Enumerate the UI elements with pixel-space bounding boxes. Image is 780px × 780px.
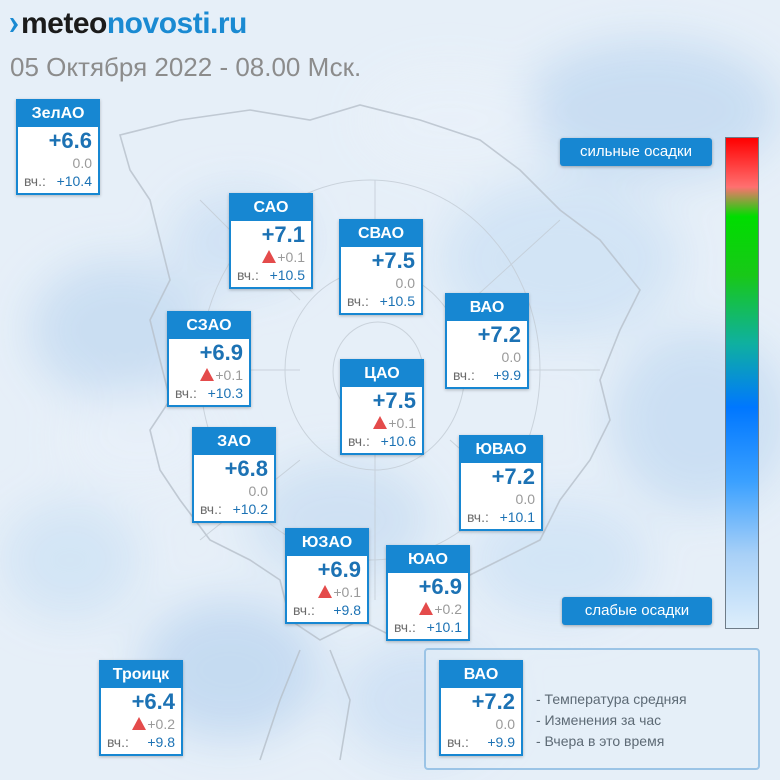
district-name: ЦАО bbox=[342, 361, 422, 387]
district-temperature: +6.4 bbox=[131, 689, 175, 714]
district-hourly-change: 0.0 bbox=[72, 155, 92, 171]
precipitation-color-scale bbox=[725, 137, 759, 629]
district-name: ВАО bbox=[447, 295, 527, 321]
district-hourly-change: +0.1 bbox=[318, 584, 361, 600]
legend-line-hourly-change: - Изменения за час bbox=[536, 712, 662, 728]
district-card-troitsk: Троицк +6.4 +0.2 вч.: +9.8 bbox=[99, 660, 183, 756]
district-name: СВАО bbox=[341, 221, 421, 247]
up-arrow-icon bbox=[132, 717, 147, 730]
district-card-yuzao: ЮЗАО +6.9 +0.1 вч.: +9.8 bbox=[285, 528, 369, 624]
up-arrow-icon bbox=[373, 416, 388, 429]
district-name: ВАО bbox=[441, 662, 521, 688]
district-hourly-change: +0.1 bbox=[373, 415, 416, 431]
district-name: ЗАО bbox=[194, 429, 274, 455]
district-temperature: +7.1 bbox=[261, 222, 305, 247]
district-hourly-change: 0.0 bbox=[248, 483, 268, 499]
district-yesterday: вч.: +10.5 bbox=[237, 267, 305, 283]
district-yesterday: вч.: +10.5 bbox=[347, 293, 415, 309]
district-yesterday: вч.: +9.9 bbox=[453, 367, 521, 383]
district-card-vao: ВАО +7.2 0.0 вч.: +9.9 bbox=[445, 293, 529, 389]
district-temperature: +7.2 bbox=[477, 322, 521, 347]
district-temperature: +6.9 bbox=[317, 557, 361, 582]
district-temperature: +6.9 bbox=[199, 340, 243, 365]
logo-text-meteo: meteo bbox=[21, 7, 107, 40]
district-temperature: +7.2 bbox=[491, 464, 535, 489]
district-yesterday: вч.: +9.8 bbox=[107, 734, 175, 750]
up-arrow-icon bbox=[318, 585, 333, 598]
district-name: ЮВАО bbox=[461, 437, 541, 463]
district-hourly-change: +0.2 bbox=[419, 601, 462, 617]
district-temperature: +7.5 bbox=[372, 388, 416, 413]
district-card-yuao: ЮАО +6.9 +0.2 вч.: +10.1 bbox=[386, 545, 470, 641]
district-temperature: +7.5 bbox=[371, 248, 415, 273]
district-yesterday: вч.: +10.2 bbox=[200, 501, 268, 517]
district-name: СЗАО bbox=[169, 313, 249, 339]
district-hourly-change: 0.0 bbox=[501, 349, 521, 365]
district-card-zelao: ЗелАО +6.6 0.0 вч.: +10.4 bbox=[16, 99, 100, 195]
district-hourly-change: +0.1 bbox=[200, 367, 243, 383]
district-name: Троицк bbox=[101, 662, 181, 688]
up-arrow-icon bbox=[262, 250, 277, 263]
site-logo[interactable]: meteonovosti.ru bbox=[10, 6, 247, 42]
district-name: ЮЗАО bbox=[287, 530, 367, 556]
logo-mark-icon bbox=[10, 18, 18, 32]
district-name: САО bbox=[231, 195, 311, 221]
district-yesterday: вч.: +10.6 bbox=[348, 433, 416, 449]
district-hourly-change: 0.0 bbox=[395, 275, 415, 291]
district-yesterday: вч.: +10.1 bbox=[467, 509, 535, 525]
light-precip-label: слабые осадки bbox=[562, 597, 712, 625]
district-temperature: +6.8 bbox=[224, 456, 268, 481]
district-temperature: +6.6 bbox=[48, 128, 92, 153]
district-hourly-change: +0.1 bbox=[262, 249, 305, 265]
district-card-szao: СЗАО +6.9 +0.1 вч.: +10.3 bbox=[167, 311, 251, 407]
district-yesterday: вч.: +9.9 bbox=[447, 734, 515, 750]
district-yesterday: вч.: +10.1 bbox=[394, 619, 462, 635]
up-arrow-icon bbox=[200, 368, 215, 381]
district-yesterday: вч.: +9.8 bbox=[293, 602, 361, 618]
district-hourly-change: 0.0 bbox=[495, 716, 515, 732]
district-yesterday: вч.: +10.3 bbox=[175, 385, 243, 401]
legend-sample-card: ВАО +7.2 0.0 вч.: +9.9 bbox=[439, 660, 523, 756]
district-card-cao: ЦАО +7.5 +0.1 вч.: +10.6 bbox=[340, 359, 424, 455]
district-hourly-change: 0.0 bbox=[515, 491, 535, 507]
legend-line-avg-temp: - Температура средняя bbox=[536, 691, 687, 707]
legend-line-yesterday: - Вчера в это время bbox=[536, 733, 665, 749]
heavy-precip-label: сильные осадки bbox=[560, 138, 712, 166]
district-card-zao: ЗАО +6.8 0.0 вч.: +10.2 bbox=[192, 427, 276, 523]
district-card-sao: САО +7.1 +0.1 вч.: +10.5 bbox=[229, 193, 313, 289]
district-hourly-change: +0.2 bbox=[132, 716, 175, 732]
district-temperature: +6.9 bbox=[418, 574, 462, 599]
district-name: ЮАО bbox=[388, 547, 468, 573]
district-card-svao: СВАО +7.5 0.0 вч.: +10.5 bbox=[339, 219, 423, 315]
forecast-datetime: 05 Октября 2022 - 08.00 Мск. bbox=[10, 52, 362, 82]
district-card-yuvao: ЮВАО +7.2 0.0 вч.: +10.1 bbox=[459, 435, 543, 531]
logo-text-novosti: novosti.ru bbox=[106, 7, 248, 40]
district-yesterday: вч.: +10.4 bbox=[24, 173, 92, 189]
district-name: ЗелАО bbox=[18, 101, 98, 127]
district-temperature: +7.2 bbox=[471, 689, 515, 714]
up-arrow-icon bbox=[419, 602, 434, 615]
